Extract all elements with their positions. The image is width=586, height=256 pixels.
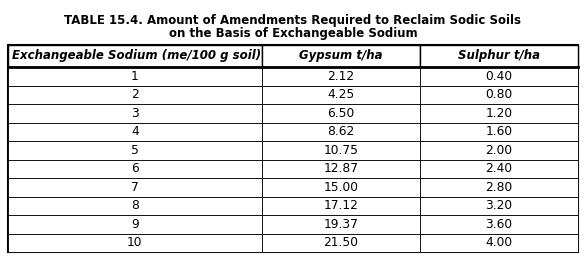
Bar [420,178,578,197]
Bar [420,197,578,215]
Text: 8: 8 [131,199,139,212]
Text: 1.20: 1.20 [485,107,513,120]
Text: 21.50: 21.50 [323,236,359,249]
Text: 6.50: 6.50 [327,107,355,120]
Bar [8,67,262,86]
Bar [8,45,262,67]
Bar [8,197,262,215]
Bar [420,45,578,67]
Bar [8,86,262,104]
Bar [262,215,420,233]
Bar [8,215,262,233]
Bar [262,45,420,67]
Text: 3.60: 3.60 [485,218,513,231]
Bar [262,67,420,86]
Text: TABLE 15.4. Amount of Amendments Required to Reclaim Sodic Soils: TABLE 15.4. Amount of Amendments Require… [64,14,522,27]
Bar [420,215,578,233]
Bar [262,178,420,197]
Bar [262,197,420,215]
Text: 9: 9 [131,218,139,231]
Bar [262,104,420,123]
Text: 2.00: 2.00 [485,144,513,157]
Bar [262,123,420,141]
Text: 6: 6 [131,162,139,175]
Bar [8,45,578,252]
Bar [420,141,578,159]
Text: 0.80: 0.80 [485,88,513,101]
Text: 15.00: 15.00 [323,181,359,194]
Bar [262,159,420,178]
Text: 10.75: 10.75 [323,144,359,157]
Bar [8,141,262,159]
Bar [420,233,578,252]
Text: on the Basis of Exchangeable Sodium: on the Basis of Exchangeable Sodium [169,27,417,40]
Bar [8,178,262,197]
Bar [262,233,420,252]
Text: 7: 7 [131,181,139,194]
Text: Exchangeable Sodium (me/100 g soil): Exchangeable Sodium (me/100 g soil) [12,49,261,62]
Text: 4: 4 [131,125,139,138]
Text: 1.60: 1.60 [485,125,513,138]
Bar [420,123,578,141]
Text: 2.80: 2.80 [485,181,513,194]
Text: 2.40: 2.40 [485,162,513,175]
Bar [420,159,578,178]
Bar [8,159,262,178]
Text: 19.37: 19.37 [323,218,358,231]
Text: 5: 5 [131,144,139,157]
Text: 8.62: 8.62 [327,125,355,138]
Text: 4.25: 4.25 [327,88,355,101]
Text: 1: 1 [131,70,139,83]
Bar [420,104,578,123]
Text: 2: 2 [131,88,139,101]
Text: Gypsum t/ha: Gypsum t/ha [299,49,383,62]
Text: Sulphur t/ha: Sulphur t/ha [458,49,540,62]
Bar [262,141,420,159]
Text: 3: 3 [131,107,139,120]
Text: 4.00: 4.00 [485,236,513,249]
Bar [8,104,262,123]
Bar [8,233,262,252]
Bar [420,86,578,104]
Text: 17.12: 17.12 [323,199,358,212]
Bar [420,67,578,86]
Text: 2.12: 2.12 [328,70,355,83]
Text: 0.40: 0.40 [485,70,513,83]
Bar [8,123,262,141]
Text: 12.87: 12.87 [323,162,359,175]
Text: 3.20: 3.20 [485,199,513,212]
Text: 10: 10 [127,236,142,249]
Bar [262,86,420,104]
